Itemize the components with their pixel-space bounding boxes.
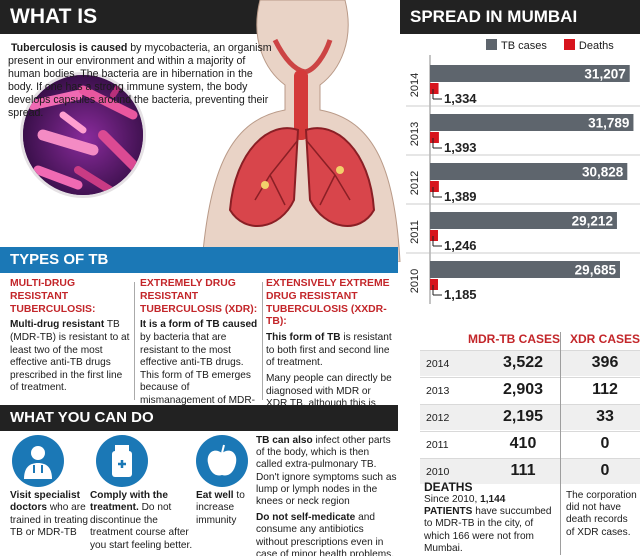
table-year: 2010 (426, 466, 450, 478)
bacteria-image (20, 72, 146, 198)
table-mdr-value: 2,195 (502, 408, 544, 425)
table-row: 2013 2,903 112 (420, 377, 640, 403)
table-year: 2012 (426, 412, 450, 424)
table-row: 2012 2,195 33 (420, 404, 640, 430)
divider (134, 282, 135, 400)
do-notes: TB can also infect other parts of the bo… (256, 435, 398, 556)
lungs-illustration (190, 0, 412, 263)
bar-tb-cases (430, 261, 620, 278)
do-extra-text: infect other parts of the body, which is… (256, 435, 397, 508)
what-you-can-do-header: WHAT YOU CAN DO (0, 405, 398, 431)
type-mdr-text: TB (MDR-TB) is resistant to at least two… (10, 319, 130, 394)
bar-deaths (430, 279, 438, 290)
table-xdr-value: 112 (592, 381, 618, 398)
table-row: 2014 3,522 396 (420, 350, 640, 376)
divider (262, 282, 263, 400)
bar-tb-cases (430, 212, 617, 229)
bar-tb-label: 29,212 (572, 214, 613, 229)
table-xdr-value: 396 (591, 354, 619, 371)
intro-body: by mycobacteria, an organism present in … (8, 42, 272, 120)
chart-year-label: 2012 (409, 171, 421, 195)
bar-deaths-label: 1,334 (444, 91, 477, 106)
doctor-icon (12, 435, 64, 487)
table-mdr-value: 3,522 (502, 354, 544, 371)
type-xdr-heading: EXTREMELY DRUG RESISTANT TUBERCULOSIS (X… (140, 278, 258, 315)
table-row: 2011 410 0 (420, 431, 640, 457)
do-extra-lead: TB can also (256, 435, 313, 446)
type-xdr: EXTREMELY DRUG RESISTANT TUBERCULOSIS (X… (140, 278, 258, 423)
bar-tb-cases (430, 163, 628, 180)
spread-bar-chart: 2014 31,207 1,334 2013 31,789 1,393 2012 30,828… (406, 55, 640, 304)
table-header-mdr: MDR-TB CASES (468, 332, 560, 346)
bar-deaths-label: 1,185 (444, 287, 477, 302)
legend-swatch-deaths (563, 39, 575, 50)
type-xxdr-heading: EXTENSIVELY EXTREME DRUG RESISTANT TUBER… (266, 278, 390, 328)
do-item-doctor: Visit specialist doctors who are trained… (10, 490, 94, 540)
table-xdr-value: 0 (600, 462, 610, 479)
do-item-treatment-text: Do not discontinue the treatment course … (90, 502, 193, 551)
legend-swatch-tb (486, 39, 497, 50)
type-mdr-lead: Multi-drug resistant (10, 319, 105, 331)
table-header-xdr: XDR CASES (570, 332, 640, 346)
do-item-eat: Eat well to increase immunity (196, 490, 252, 527)
bar-deaths (430, 132, 439, 143)
xdr-note: The corporation did not have death recor… (566, 490, 637, 538)
bar-tb-cases (430, 114, 634, 131)
deaths-bold: 1,144 PATIENTS (424, 494, 506, 518)
deaths-label: DEATHS (424, 480, 473, 494)
table-mdr-value: 410 (509, 435, 537, 452)
table-xdr-value: 33 (596, 408, 614, 425)
bar-tb-label: 30,828 (582, 165, 624, 180)
bar-deaths-label: 1,246 (444, 238, 477, 253)
do-selfmed-lead: Do not self-medicate (256, 512, 356, 524)
do-item-eat-lead: Eat well (196, 490, 234, 501)
bar-deaths-label: 1,393 (444, 140, 477, 155)
do-item-eat-text: to increase immunity (196, 490, 245, 526)
chart-year-label: 2011 (409, 220, 421, 244)
do-item-treatment-lead: Comply with the treatment. (90, 490, 168, 514)
bar-deaths (430, 181, 439, 192)
chart-year-label: 2013 (409, 122, 421, 146)
type-xxdr: EXTENSIVELY EXTREME DRUG RESISTANT TUBER… (266, 278, 394, 426)
bar-deaths-label: 1,389 (444, 189, 477, 204)
bar-tb-cases (430, 65, 630, 82)
medicine-bottle-icon (96, 435, 148, 487)
bar-deaths (430, 230, 438, 241)
legend-tb-label: TB cases (501, 40, 547, 52)
table-year: 2011 (426, 439, 449, 451)
deaths-lead: Since 2010, (424, 494, 481, 505)
page-title: WHAT IS TUBERCULOSIS? (0, 0, 265, 62)
bar-tb-label: 31,789 (588, 116, 629, 131)
table-row: 2010 111 0 (420, 458, 640, 484)
table-year: 2013 (426, 385, 450, 397)
table-year: 2014 (426, 358, 450, 370)
intro-text: Tuberculosis is caused by mycobacteria, … (8, 42, 280, 121)
do-selfmed-text: and consume any antibiotics without pres… (256, 512, 395, 556)
spread-title: SPREAD IN MUMBAI (400, 0, 640, 34)
chart-year-label: 2010 (409, 269, 421, 293)
chart-legend: TB cases Deaths (486, 39, 628, 53)
bar-deaths (430, 83, 439, 94)
apple-icon (196, 435, 248, 487)
do-item-doctor-text: who are trained in treating TB or MDR-TB (10, 502, 88, 539)
type-xxdr-lead: This form of TB (266, 332, 341, 344)
type-xxdr-text: is resistant to both first and second li… (266, 332, 392, 369)
type-mdr-heading: MULTI-DRUG RESISTANT TUBERCULOSIS: (10, 278, 96, 315)
type-mdr: MULTI-DRUG RESISTANT TUBERCULOSIS: Multi… (10, 278, 130, 398)
bar-tb-label: 31,207 (584, 67, 625, 82)
do-item-treatment: Comply with the treatment. Do not discon… (90, 490, 194, 552)
deaths-body: have succumbed to MDR-TB in the city, of… (424, 506, 552, 554)
type-xdr-lead: It is a form of TB caused (140, 319, 258, 331)
table-xdr-value: 0 (600, 435, 610, 452)
table-mdr-value: 111 (510, 462, 536, 479)
types-header: TYPES OF TB (0, 247, 398, 273)
table-mdr-value: 2,903 (502, 381, 544, 398)
table-divider (560, 332, 561, 555)
bar-tb-label: 29,685 (575, 263, 617, 278)
deaths-text: Since 2010, 1,144 PATIENTS have succumbe… (424, 494, 556, 555)
chart-year-label: 2014 (409, 73, 421, 97)
intro-lead: Tuberculosis is caused (10, 42, 128, 54)
do-item-doctor-lead: Visit specialist doctors (10, 490, 80, 514)
legend-deaths-label: Deaths (578, 40, 614, 52)
